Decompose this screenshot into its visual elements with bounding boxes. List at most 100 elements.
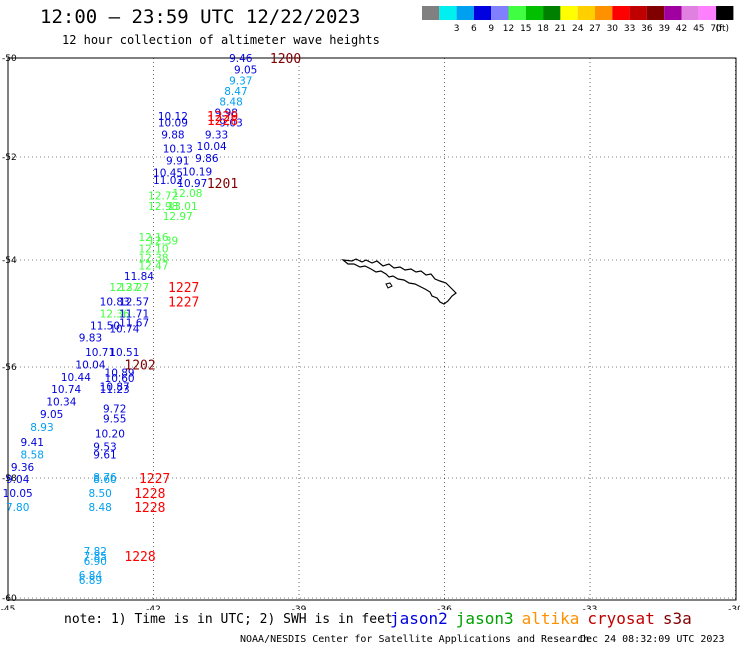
- longitude-label: -30: [728, 605, 740, 610]
- south-georgia-coastline: [341, 258, 457, 305]
- wave-height-label: 9.41: [21, 437, 44, 449]
- legend-unit-label: (ft): [715, 24, 729, 34]
- wave-height-label: 8.60: [93, 474, 116, 486]
- wave-height-label: 9.05: [234, 64, 257, 76]
- wave-height-label: 9.72: [103, 404, 126, 416]
- wave-height-label: 9.86: [195, 153, 219, 165]
- legend-swatch: [422, 6, 440, 20]
- latitude-label: -54: [2, 256, 17, 266]
- legend-tick-label: 6: [471, 24, 477, 34]
- legend-tick-label: 15: [520, 24, 531, 34]
- wave-height-label: 10.45: [153, 167, 183, 179]
- longitude-label: -39: [292, 605, 307, 610]
- wave-height-label: 11.02: [153, 175, 183, 187]
- wave-height-label: 8.76: [93, 472, 117, 484]
- pass-time-label: 1228: [134, 487, 165, 502]
- satellite-cryosat: cryosat: [587, 609, 655, 628]
- legend-tick-label: 12: [503, 24, 514, 34]
- wave-height-label: 6.84: [79, 570, 103, 582]
- wave-height-label: 10.74: [51, 384, 81, 396]
- wave-height-label: 13.01: [168, 201, 198, 213]
- wave-height-label: 9.37: [229, 75, 252, 87]
- wave-height-label: 11.67: [119, 318, 149, 330]
- wave-height-label: 6.90: [84, 556, 107, 568]
- map-plot: -45 -42 -39 -36 -33 -30 -50 -52 -54 -56 -58 -60 9.4…: [1, 52, 740, 610]
- legend-swatch: [543, 6, 561, 20]
- legend-swatch: [681, 6, 699, 20]
- wave-height-label: 9.98: [215, 107, 238, 119]
- legend-tick-label: 70: [710, 24, 722, 34]
- legend-swatch: [629, 6, 647, 20]
- wave-height-label: 10.97: [177, 178, 207, 190]
- wave-height-label: 8.50: [88, 488, 111, 500]
- wave-height-label: 12.38: [138, 252, 168, 264]
- wave-height-label: 9.53: [93, 441, 116, 453]
- legend-tick-label: 21: [555, 24, 566, 34]
- pass-time-label: 1229: [207, 110, 238, 125]
- legend-tick-label: 36: [641, 24, 653, 34]
- legend-tick-label: 27: [589, 24, 600, 34]
- pass-time-label: 1201: [207, 177, 238, 192]
- pass-time-label: 1228: [207, 114, 238, 129]
- generated-timestamp: Dec 24 08:32:09 UTC 2023: [580, 634, 725, 645]
- satellite-jason3: jason3: [455, 609, 514, 628]
- wave-height-label: 8.48: [88, 502, 111, 514]
- wave-height-label: 8.58: [21, 450, 44, 462]
- pass-time-label: 1202: [124, 358, 155, 373]
- wave-height-label: 11.23: [100, 384, 130, 396]
- wave-height-label: 10.87: [100, 381, 130, 393]
- wave-height-label: 9.03: [219, 117, 242, 129]
- satellite-altika: altika: [521, 609, 580, 628]
- wave-height-label: 10.12: [158, 111, 188, 123]
- wave-height-label: 10.04: [75, 359, 105, 371]
- wave-height-label: 12.47: [138, 260, 168, 272]
- pass-time-label: 1228: [124, 550, 155, 565]
- legend-swatch: [646, 6, 665, 20]
- latitude-label: -60: [2, 594, 17, 604]
- wave-height-label: 10.19: [182, 166, 212, 178]
- legend-swatch: [698, 6, 717, 20]
- pass-time-label: 1228: [134, 501, 165, 516]
- satellite-jason2: jason2: [390, 609, 448, 628]
- legend-swatch: [525, 6, 544, 20]
- wave-height-label: 9.04: [6, 474, 30, 486]
- wave-height-label: 8.93: [30, 422, 53, 434]
- credit-text: NOAA/NESDIS Center for Satellite Applica…: [240, 634, 590, 645]
- longitude-label: -45: [1, 605, 16, 610]
- wave-height-label: 9.55: [103, 414, 126, 426]
- wave-height-label: 10.34: [46, 396, 76, 408]
- footnote: note: 1) Time is in UTC; 2) SWH is in fe…: [64, 612, 393, 627]
- latitude-label: -50: [2, 54, 17, 64]
- wave-height-label: 12.27: [119, 282, 149, 294]
- legend-tick-label: 45: [693, 24, 704, 34]
- wave-height-label: 10.20: [95, 429, 125, 441]
- wave-height-label: 8.48: [219, 97, 242, 109]
- wave-height-label: 10.83: [100, 297, 130, 309]
- latitude-label: -58: [2, 474, 17, 484]
- wave-height-label: 9.33: [205, 130, 228, 142]
- legend-tick-label: 24: [572, 24, 584, 34]
- legend-swatch: [612, 6, 630, 20]
- graticule: [7, 57, 736, 600]
- wave-height-label: 12.39: [148, 235, 178, 247]
- latitude-label: -56: [2, 363, 17, 373]
- wave-height-label: 11.71: [119, 309, 149, 321]
- legend-tick-label: 42: [676, 24, 687, 34]
- longitude-label: -42: [146, 605, 161, 610]
- wave-height-label: 12.10: [138, 244, 168, 256]
- wave-height-label: 10.44: [61, 372, 91, 384]
- wave-height-label: 10.13: [163, 144, 193, 156]
- wave-height-label: 10.74: [109, 323, 139, 335]
- legend-tick-label: 30: [607, 24, 619, 34]
- longitude-label: -36: [437, 605, 452, 610]
- pass-time-label: 1227: [168, 296, 199, 311]
- legend-swatch: [508, 6, 526, 20]
- wave-height-label: 10.09: [158, 117, 188, 129]
- longitude-label: -33: [583, 605, 598, 610]
- legend-tick-label: 33: [624, 24, 635, 34]
- color-legend: 3 6 9 12 15 18 21 24 27 30 33 36 39 42 45 70(ft): [422, 6, 734, 34]
- pass-time-label: 1227: [139, 472, 170, 487]
- axis-labels: -45 -42 -39 -36 -33 -30 -50 -52 -54 -56 -58 -60: [1, 54, 740, 610]
- wave-height-label: 12.16: [138, 232, 168, 244]
